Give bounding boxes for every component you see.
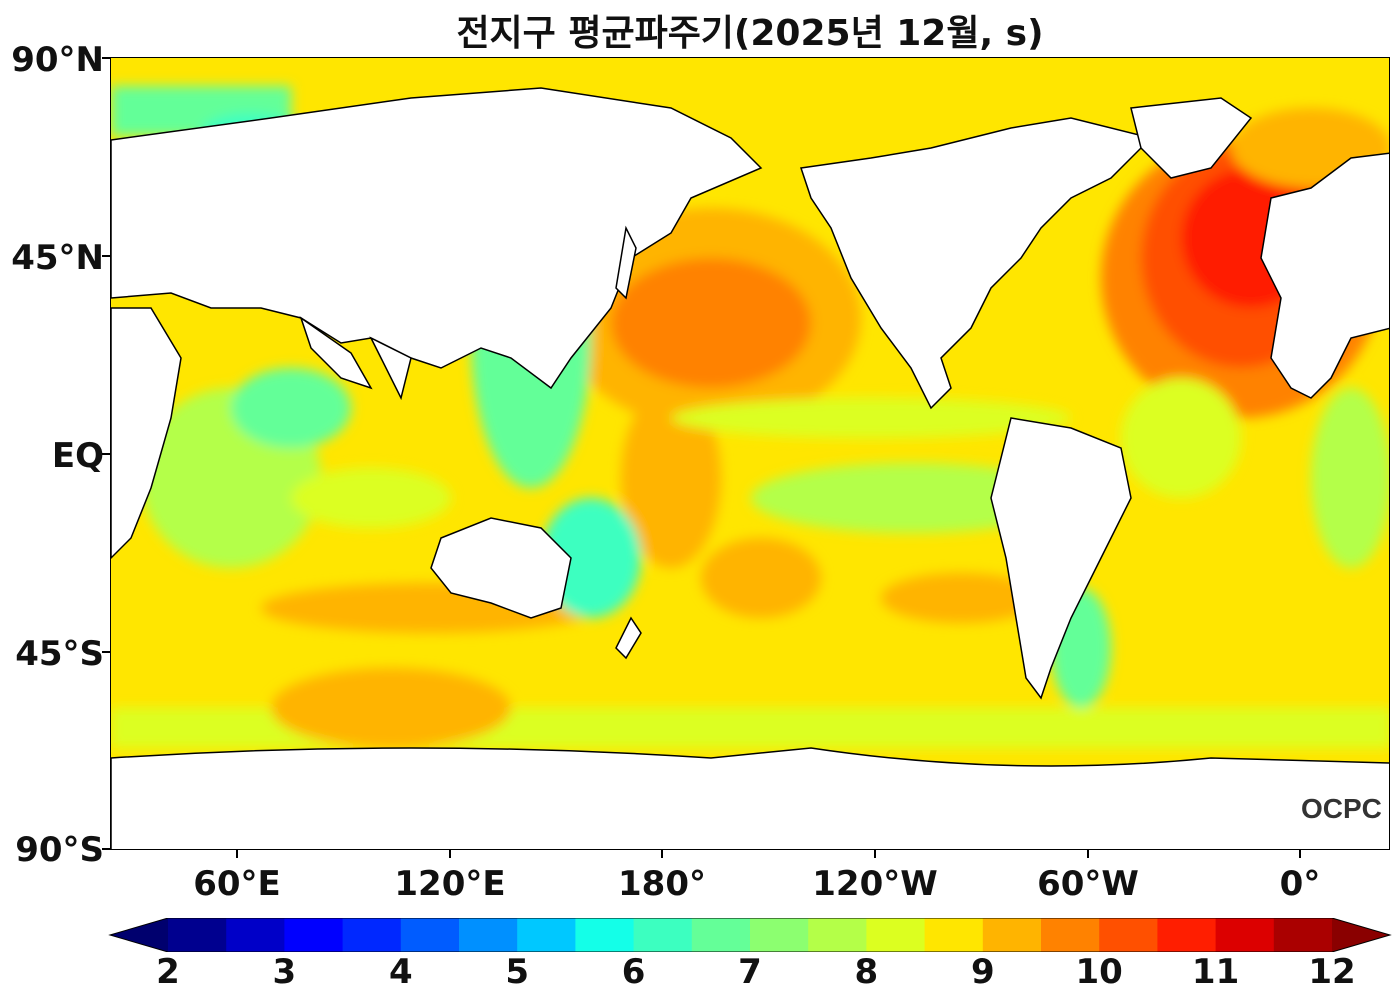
colorbar-segment (342, 918, 402, 952)
colorbar-segment (1099, 918, 1158, 952)
lon-tick (1299, 850, 1301, 858)
colorbar-segment (284, 918, 344, 952)
lat-label-90s: 90°S (15, 830, 104, 870)
colorbar-segment (459, 918, 518, 952)
colorbar-segment (691, 918, 751, 952)
europe-west-africa (1260, 152, 1389, 399)
colorbar-segment (1215, 918, 1275, 952)
colorbar-segment (866, 918, 926, 952)
colorbar-tick-label: 6 (621, 952, 646, 992)
south-america (990, 417, 1132, 700)
colorbar (108, 918, 1392, 952)
colorbar-segment (1157, 918, 1217, 952)
colorbar-segment (168, 918, 227, 952)
lat-tick (102, 453, 110, 455)
colorbar-segment (400, 918, 460, 952)
colorbar-tick-label: 10 (1075, 952, 1123, 992)
lon-label-120e: 120°E (394, 864, 506, 904)
colorbar-tick-label: 9 (970, 952, 995, 992)
lon-label-120w: 120°W (812, 864, 938, 904)
lat-tick (102, 57, 110, 59)
colorbar-under-arrow (110, 918, 168, 952)
lon-tick (661, 850, 663, 858)
lon-tick (1087, 850, 1089, 858)
lat-label-eq: EQ (51, 436, 104, 476)
africa-east (111, 307, 182, 560)
colorbar-segment (575, 918, 635, 952)
lat-label-45s: 45°S (15, 634, 104, 674)
colorbar-tick-label: 12 (1308, 952, 1356, 992)
colorbar-segment (750, 918, 809, 952)
colorbar-segment (982, 918, 1042, 952)
colorbar-tick-label: 8 (854, 952, 879, 992)
colorbar-segment (226, 918, 285, 952)
eurasia (111, 87, 763, 390)
colorbar-segment (808, 918, 867, 952)
wave-period-map: OCPC (111, 58, 1389, 849)
colorbar-tick-label: 4 (388, 952, 413, 992)
colorbar-over-arrow (1332, 918, 1390, 952)
colorbar-segment (1273, 918, 1333, 952)
lat-tick (102, 848, 110, 850)
lon-label-60w: 60°W (1037, 864, 1139, 904)
australia (430, 517, 572, 619)
colorbar-tick-label: 11 (1191, 952, 1240, 992)
colorbar-tick-label: 7 (738, 952, 762, 992)
map-area: OCPC (110, 57, 1390, 850)
colorbar-tick-label: 2 (156, 952, 180, 992)
colorbar-tick-label: 5 (505, 952, 530, 992)
north-america (800, 117, 1153, 410)
ocpc-logo: OCPC (1301, 793, 1382, 824)
lon-label-0: 0° (1279, 864, 1321, 904)
lon-tick (236, 850, 238, 858)
colorbar-segment (924, 918, 984, 952)
colorbar-segment (633, 918, 693, 952)
greenland (1130, 97, 1253, 179)
colorbar-segment (517, 918, 576, 952)
antarctica (111, 747, 1389, 849)
colorbar-tick-label: 3 (272, 952, 297, 992)
lat-label-90n: 90°N (11, 40, 104, 80)
lon-tick (449, 850, 451, 858)
map-title: 전지구 평균파주기(2025년 12월, s) (456, 13, 1044, 54)
lon-tick (874, 850, 876, 858)
lon-label-60e: 60°E (193, 864, 281, 904)
lat-tick (102, 255, 110, 257)
colorbar-segment (1041, 918, 1100, 952)
lat-tick (102, 651, 110, 653)
lon-label-180: 180° (618, 864, 706, 904)
land-masses (111, 87, 1389, 849)
lat-label-45n: 45°N (11, 238, 104, 278)
